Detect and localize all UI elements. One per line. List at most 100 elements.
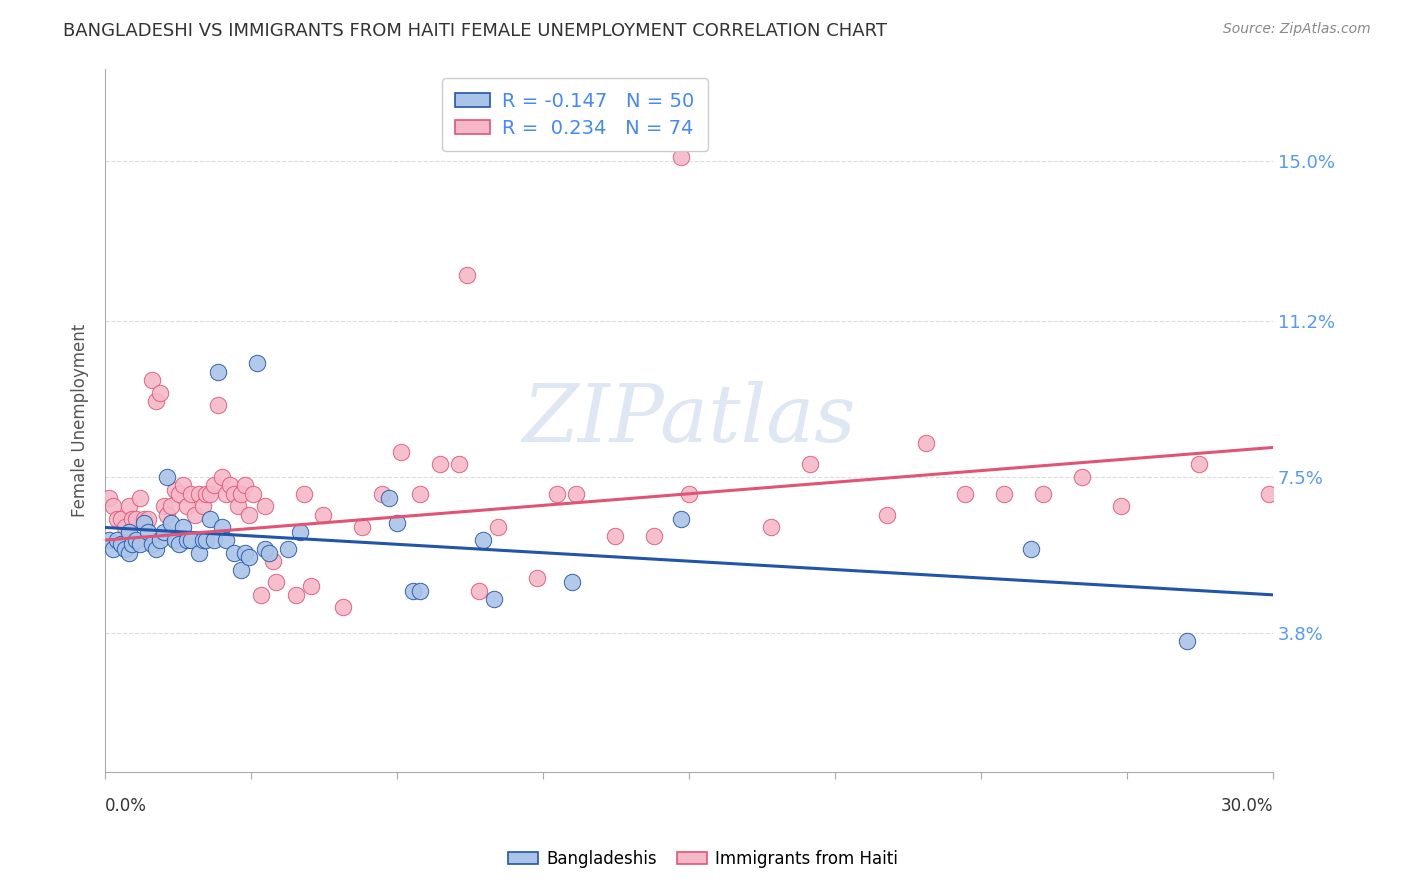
Point bbox=[257, 546, 280, 560]
Point bbox=[160, 516, 183, 531]
Point bbox=[409, 583, 432, 598]
Point bbox=[145, 541, 167, 556]
Point bbox=[180, 487, 202, 501]
Point bbox=[149, 385, 172, 400]
Point bbox=[191, 533, 214, 547]
Point bbox=[1109, 500, 1132, 514]
Point bbox=[955, 487, 977, 501]
Point bbox=[172, 520, 194, 534]
Point bbox=[301, 579, 323, 593]
Point bbox=[191, 500, 214, 514]
Point bbox=[160, 500, 183, 514]
Point bbox=[1021, 541, 1043, 556]
Y-axis label: Female Unemployment: Female Unemployment bbox=[72, 324, 89, 516]
Point bbox=[117, 524, 139, 539]
Text: Source: ZipAtlas.com: Source: ZipAtlas.com bbox=[1223, 22, 1371, 37]
Point bbox=[546, 487, 568, 501]
Point bbox=[183, 508, 205, 522]
Point bbox=[484, 592, 506, 607]
Point bbox=[200, 487, 222, 501]
Point bbox=[105, 533, 128, 547]
Legend: R = -0.147   N = 50, R =  0.234   N = 74: R = -0.147 N = 50, R = 0.234 N = 74 bbox=[441, 78, 709, 152]
Point bbox=[165, 533, 187, 547]
Point bbox=[352, 520, 374, 534]
Point bbox=[125, 533, 148, 547]
Text: BANGLADESHI VS IMMIGRANTS FROM HAITI FEMALE UNEMPLOYMENT CORRELATION CHART: BANGLADESHI VS IMMIGRANTS FROM HAITI FEM… bbox=[63, 22, 887, 40]
Point bbox=[799, 458, 821, 472]
Point bbox=[526, 571, 548, 585]
Point bbox=[468, 583, 491, 598]
Point bbox=[218, 478, 240, 492]
Point bbox=[176, 533, 198, 547]
Point bbox=[114, 541, 136, 556]
Point bbox=[222, 487, 245, 501]
Point bbox=[222, 546, 245, 560]
Point bbox=[98, 491, 121, 505]
Point bbox=[134, 516, 156, 531]
Point bbox=[238, 508, 260, 522]
Point bbox=[136, 524, 159, 539]
Point bbox=[110, 537, 132, 551]
Point bbox=[1257, 487, 1279, 501]
Point bbox=[378, 491, 401, 505]
Point bbox=[187, 546, 209, 560]
Text: 0.0%: 0.0% bbox=[105, 797, 148, 814]
Point bbox=[187, 487, 209, 501]
Point bbox=[200, 512, 222, 526]
Point bbox=[759, 520, 782, 534]
Point bbox=[253, 541, 276, 556]
Point bbox=[456, 268, 478, 282]
Point bbox=[211, 470, 233, 484]
Point bbox=[250, 588, 273, 602]
Point bbox=[207, 398, 229, 412]
Point bbox=[101, 541, 124, 556]
Point bbox=[195, 487, 218, 501]
Point bbox=[389, 444, 412, 458]
Point bbox=[370, 487, 392, 501]
Point bbox=[915, 436, 938, 450]
Point bbox=[202, 533, 225, 547]
Point bbox=[678, 487, 700, 501]
Point bbox=[385, 516, 408, 531]
Point bbox=[215, 487, 238, 501]
Point bbox=[603, 529, 626, 543]
Point bbox=[671, 150, 693, 164]
Point bbox=[402, 583, 425, 598]
Point bbox=[242, 487, 264, 501]
Point bbox=[288, 524, 311, 539]
Point bbox=[266, 575, 288, 590]
Point bbox=[156, 470, 179, 484]
Point bbox=[1071, 470, 1094, 484]
Point bbox=[1032, 487, 1054, 501]
Point bbox=[332, 600, 354, 615]
Point bbox=[253, 500, 276, 514]
Point bbox=[226, 500, 249, 514]
Point bbox=[233, 478, 256, 492]
Point bbox=[117, 500, 139, 514]
Point bbox=[110, 512, 132, 526]
Point bbox=[471, 533, 494, 547]
Point bbox=[277, 541, 299, 556]
Point bbox=[141, 537, 163, 551]
Point bbox=[121, 512, 143, 526]
Point bbox=[561, 575, 583, 590]
Point bbox=[643, 529, 665, 543]
Point bbox=[129, 537, 152, 551]
Point bbox=[215, 533, 238, 547]
Point bbox=[117, 546, 139, 560]
Point bbox=[141, 373, 163, 387]
Point bbox=[125, 512, 148, 526]
Point bbox=[246, 356, 269, 370]
Point bbox=[1188, 458, 1211, 472]
Point bbox=[312, 508, 335, 522]
Point bbox=[449, 458, 471, 472]
Point bbox=[98, 533, 121, 547]
Point bbox=[152, 500, 174, 514]
Legend: Bangladeshis, Immigrants from Haiti: Bangladeshis, Immigrants from Haiti bbox=[502, 844, 904, 875]
Point bbox=[156, 508, 179, 522]
Point bbox=[152, 524, 174, 539]
Point bbox=[129, 491, 152, 505]
Text: ZIPatlas: ZIPatlas bbox=[522, 382, 856, 458]
Point bbox=[231, 487, 253, 501]
Point bbox=[231, 563, 253, 577]
